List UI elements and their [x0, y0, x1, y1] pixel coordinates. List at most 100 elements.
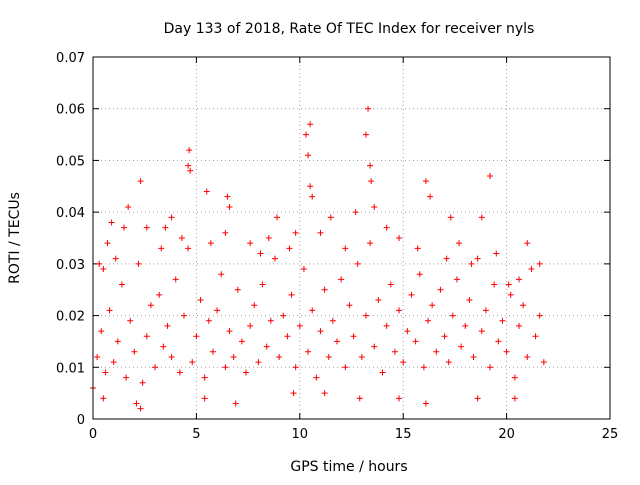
data-point: [443, 255, 450, 262]
data-point: [290, 390, 297, 397]
data-point: [143, 224, 150, 231]
data-point: [209, 348, 216, 355]
data-point: [137, 405, 144, 412]
data-point: [222, 364, 229, 371]
data-point: [257, 250, 264, 257]
data-point: [352, 209, 359, 216]
data-point: [307, 183, 314, 190]
data-point: [404, 328, 411, 335]
data-point: [251, 302, 258, 309]
data-point: [185, 245, 192, 252]
data-point: [462, 322, 469, 329]
data-point: [218, 271, 225, 278]
data-point: [482, 307, 489, 314]
data-point: [493, 250, 500, 257]
data-point: [300, 266, 307, 273]
data-point: [180, 312, 187, 319]
data-point: [358, 353, 365, 360]
data-point: [164, 322, 171, 329]
data-point: [365, 105, 372, 112]
y-tick-label: 0.07: [56, 51, 85, 66]
data-point: [354, 260, 361, 267]
data-point: [536, 312, 543, 319]
data-point: [224, 193, 231, 200]
data-point: [259, 281, 266, 288]
data-point: [102, 369, 109, 376]
data-point: [309, 193, 316, 200]
data-point: [121, 224, 128, 231]
chart-title: Day 133 of 2018, Rate Of TEC Index for r…: [164, 21, 535, 37]
data-point: [342, 245, 349, 252]
data-point: [412, 338, 419, 345]
data-point: [162, 224, 169, 231]
data-point: [100, 266, 107, 273]
data-point: [238, 338, 245, 345]
data-point: [280, 312, 287, 319]
data-point: [147, 302, 154, 309]
data-point: [408, 291, 415, 298]
data-point: [422, 400, 429, 407]
data-point: [433, 348, 440, 355]
data-point: [230, 353, 237, 360]
data-point: [110, 359, 117, 366]
data-point: [292, 364, 299, 371]
data-point: [168, 353, 175, 360]
data-point: [178, 235, 185, 241]
y-tick-label: 0.02: [56, 310, 85, 325]
data-point: [420, 364, 427, 371]
y-axis-label: ROTI / TECUs: [7, 192, 23, 284]
data-point: [131, 348, 138, 355]
data-point: [491, 281, 498, 288]
data-point: [427, 193, 434, 200]
data-point: [234, 286, 241, 293]
data-point: [158, 245, 165, 252]
data-point: [536, 260, 543, 267]
data-point: [118, 281, 125, 288]
data-point: [383, 224, 390, 231]
data-point: [106, 307, 113, 314]
x-axis-label: GPS time / hours: [290, 459, 407, 475]
data-point: [317, 328, 324, 335]
data-point: [321, 390, 328, 397]
grid: [93, 57, 610, 419]
data-point: [350, 333, 357, 340]
data-point: [329, 317, 336, 324]
data-point: [499, 317, 506, 324]
data-point: [197, 297, 204, 304]
data-point: [528, 266, 535, 273]
data-point: [176, 369, 183, 376]
x-tick-label: 10: [292, 427, 309, 442]
data-point: [263, 343, 270, 350]
data-point: [470, 353, 477, 360]
data-point: [247, 240, 254, 247]
data-point: [317, 229, 324, 236]
data-point: [307, 121, 314, 128]
data-point: [487, 364, 494, 371]
x-tick-label: 5: [192, 427, 200, 442]
data-point: [288, 291, 295, 298]
data-point: [127, 317, 134, 324]
data-point: [303, 131, 310, 138]
data-point: [276, 353, 283, 360]
data-point: [214, 307, 221, 314]
data-point: [383, 322, 390, 329]
data-point: [96, 260, 103, 267]
data-point: [414, 245, 421, 252]
data-point: [186, 147, 193, 154]
y-tick-label: 0.05: [56, 154, 85, 169]
data-point: [325, 353, 332, 360]
data-point: [540, 359, 547, 366]
data-point: [422, 178, 429, 185]
data-point: [172, 276, 179, 283]
data-point: [524, 353, 531, 360]
data-point: [400, 359, 407, 366]
data-point: [327, 214, 334, 221]
data-point: [123, 374, 130, 381]
data-point: [232, 400, 239, 407]
x-tick-label: 20: [498, 427, 515, 442]
data-point: [387, 281, 394, 288]
data-point: [511, 395, 518, 402]
data-point: [104, 240, 111, 247]
data-point: [396, 307, 403, 314]
